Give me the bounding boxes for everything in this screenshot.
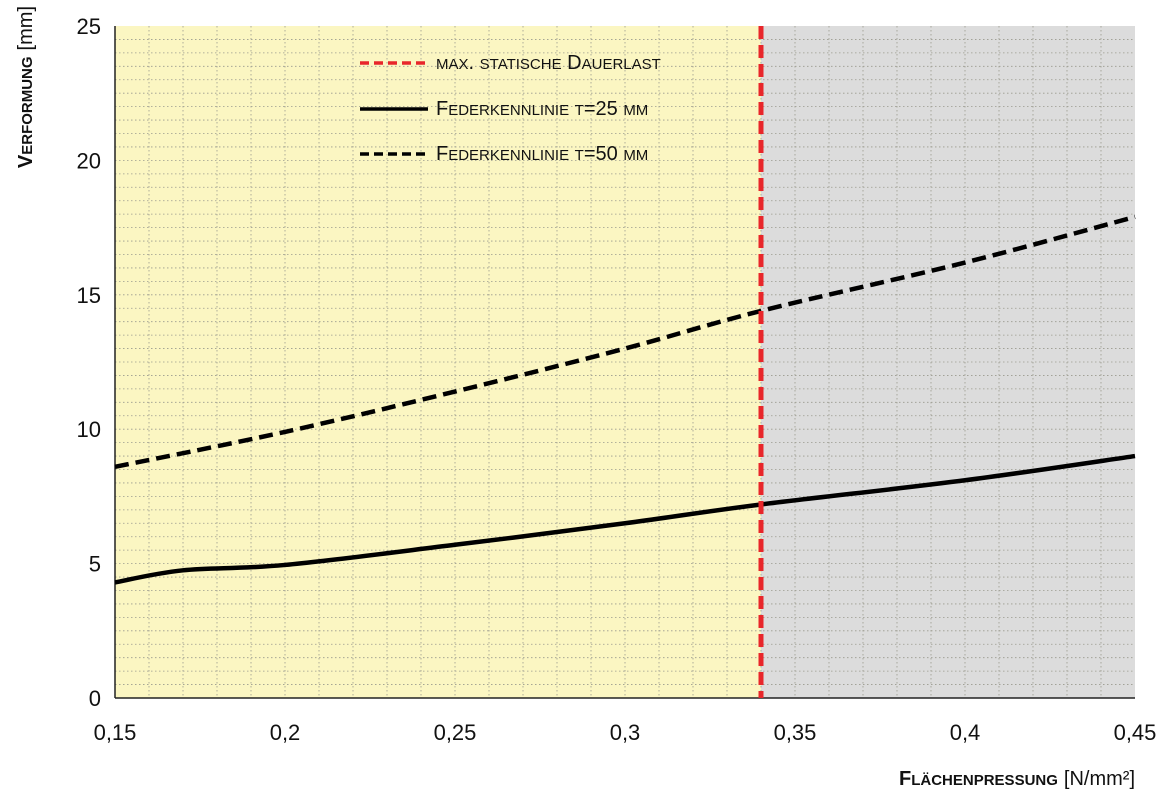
y-axis-title: VERFORMUNG[mm] [15, 6, 37, 168]
y-tick-label: 25 [77, 14, 101, 39]
y-tick-label: 20 [77, 148, 101, 173]
axis-titles: FLÄCHENPRESSUNG [N/mm²] VERFORMUNG[mm] [15, 6, 1135, 790]
region-0 [115, 26, 761, 698]
series [114, 214, 1136, 585]
legend-label-0: MAX. STATISCHE DAUERLAST [436, 52, 661, 74]
legend: MAX. STATISCHE DAUERLAST FEDERKENNLINIE T… [360, 52, 661, 165]
y-tick-label: 0 [89, 686, 101, 711]
x-tick-label: 0,45 [1114, 720, 1157, 745]
y-tick-label: 10 [77, 417, 101, 442]
x-axis-title: FLÄCHENPRESSUNG [N/mm²] [899, 768, 1135, 790]
legend-label-2: FEDERKENNLINIE T=50 MM [436, 143, 648, 165]
legend-label-1: FEDERKENNLINIE T=25 MM [436, 98, 648, 120]
y-tick-label: 15 [77, 283, 101, 308]
x-tick-label: 0,35 [774, 720, 817, 745]
x-tick-label: 0,3 [610, 720, 641, 745]
axes [114, 26, 1135, 699]
series-line-1 [114, 214, 1136, 470]
series-line-0 [114, 453, 1136, 585]
tick-labels: 0,15 0,2 0,25 0,3 0,35 0,4 0,45 0 5 10 15 20 25 [77, 14, 1157, 745]
x-tick-label: 0,4 [950, 720, 981, 745]
x-tick-label: 0,2 [270, 720, 301, 745]
x-tick-label: 0,25 [434, 720, 477, 745]
y-tick-label: 5 [89, 552, 101, 577]
x-tick-label: 0,15 [94, 720, 137, 745]
